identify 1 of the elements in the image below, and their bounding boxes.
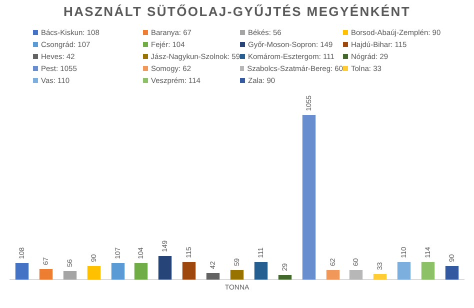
chart-title: HASZNÁLT SÜTŐOLAJ-GYŰJTÉS MEGYÉNKÉNT — [62, 3, 412, 21]
